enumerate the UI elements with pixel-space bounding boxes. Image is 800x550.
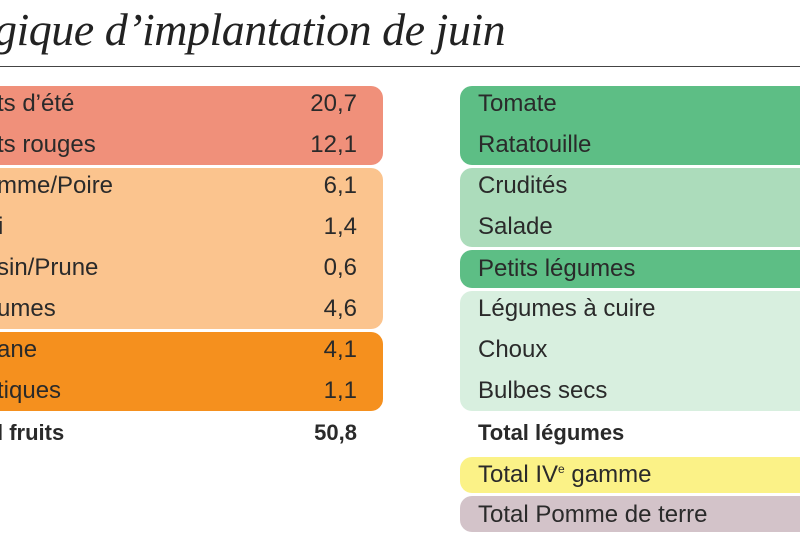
legume-label: Ratatouille	[478, 131, 592, 158]
pdt-total-row: Total Pomme de terre	[478, 494, 707, 535]
legumes-block-mid-green	[460, 168, 800, 247]
legume-row: Tomate	[478, 83, 557, 124]
legume-row: Crudités	[478, 165, 567, 206]
gamme-block-yellow	[460, 457, 800, 493]
fruits-total-value: 50,8	[314, 420, 357, 445]
fruit-row: mme/Poire 6,1	[0, 165, 357, 206]
fruit-value: 4,1	[323, 336, 357, 363]
pdt-total-label: Total Pomme de terre	[478, 501, 708, 528]
legume-label: Choux	[478, 336, 548, 363]
gamme-label-prefix: Total IV	[478, 461, 559, 488]
fruit-label: i	[0, 213, 4, 240]
fruits-block-red	[0, 86, 383, 165]
legumes-block-light-green	[460, 291, 800, 411]
fruit-value: 20,7	[310, 90, 357, 117]
pdt-block-mauve	[460, 496, 800, 532]
fruits-total-row: l fruits 50,8	[0, 412, 357, 453]
legume-row: Bulbes secs	[478, 370, 607, 411]
fruit-label: ts rouges	[0, 131, 96, 158]
fruit-value: 4,6	[323, 295, 357, 322]
fruit-value: 6,1	[323, 172, 357, 199]
fruit-value: 1,4	[323, 213, 357, 240]
fruit-value: 0,6	[323, 254, 357, 281]
gamme-label-suffix: gamme	[564, 461, 652, 488]
legume-row: Petits légumes	[478, 248, 635, 289]
title-divider	[0, 66, 800, 67]
legume-label: Salade	[478, 213, 553, 240]
fruit-row: tiques 1,1	[0, 370, 357, 411]
legume-row: Légumes à cuire	[478, 288, 655, 329]
legume-label: Bulbes secs	[478, 377, 608, 404]
fruit-row: ts d’été 20,7	[0, 83, 357, 124]
gamme-total-row: Total IVe gamme	[478, 454, 651, 495]
legumes-total-row: Total légumes	[478, 412, 624, 453]
fruit-value: 1,1	[323, 377, 357, 404]
fruit-row: ts rouges 12,1	[0, 124, 357, 165]
legume-row: Choux	[478, 329, 547, 370]
fruits-block-orange	[0, 332, 383, 411]
fruits-total-label: l fruits	[0, 420, 65, 445]
fruit-row: ane 4,1	[0, 329, 357, 370]
fruit-label: ts d’été	[0, 90, 75, 117]
fruit-row: i 1,4	[0, 206, 357, 247]
legume-label: Légumes à cuire	[478, 295, 656, 322]
fruit-label: mme/Poire	[0, 172, 114, 199]
page-title: gique d’implantation de juin	[0, 4, 506, 55]
legume-label: Crudités	[478, 172, 568, 199]
fruit-row: sin/Prune 0,6	[0, 247, 357, 288]
legumes-total-label: Total légumes	[478, 420, 625, 445]
legume-label: Tomate	[478, 90, 557, 117]
fruit-label: sin/Prune	[0, 254, 99, 281]
fruit-label: ane	[0, 336, 38, 363]
fruit-label: tiques	[0, 377, 62, 404]
legumes-block-petits	[460, 250, 800, 288]
fruit-row: umes 4,6	[0, 288, 357, 329]
legumes-block-dark-green	[460, 86, 800, 165]
legume-label: Petits légumes	[478, 255, 636, 282]
gamme-label-sup: e	[558, 462, 565, 476]
legume-row: Ratatouille	[478, 124, 591, 165]
gamme-total-label: Total IVe gamme	[478, 461, 651, 488]
fruit-value: 12,1	[310, 131, 357, 158]
legume-row: Salade	[478, 206, 553, 247]
fruit-label: umes	[0, 295, 56, 322]
fruits-block-light-orange	[0, 168, 383, 329]
